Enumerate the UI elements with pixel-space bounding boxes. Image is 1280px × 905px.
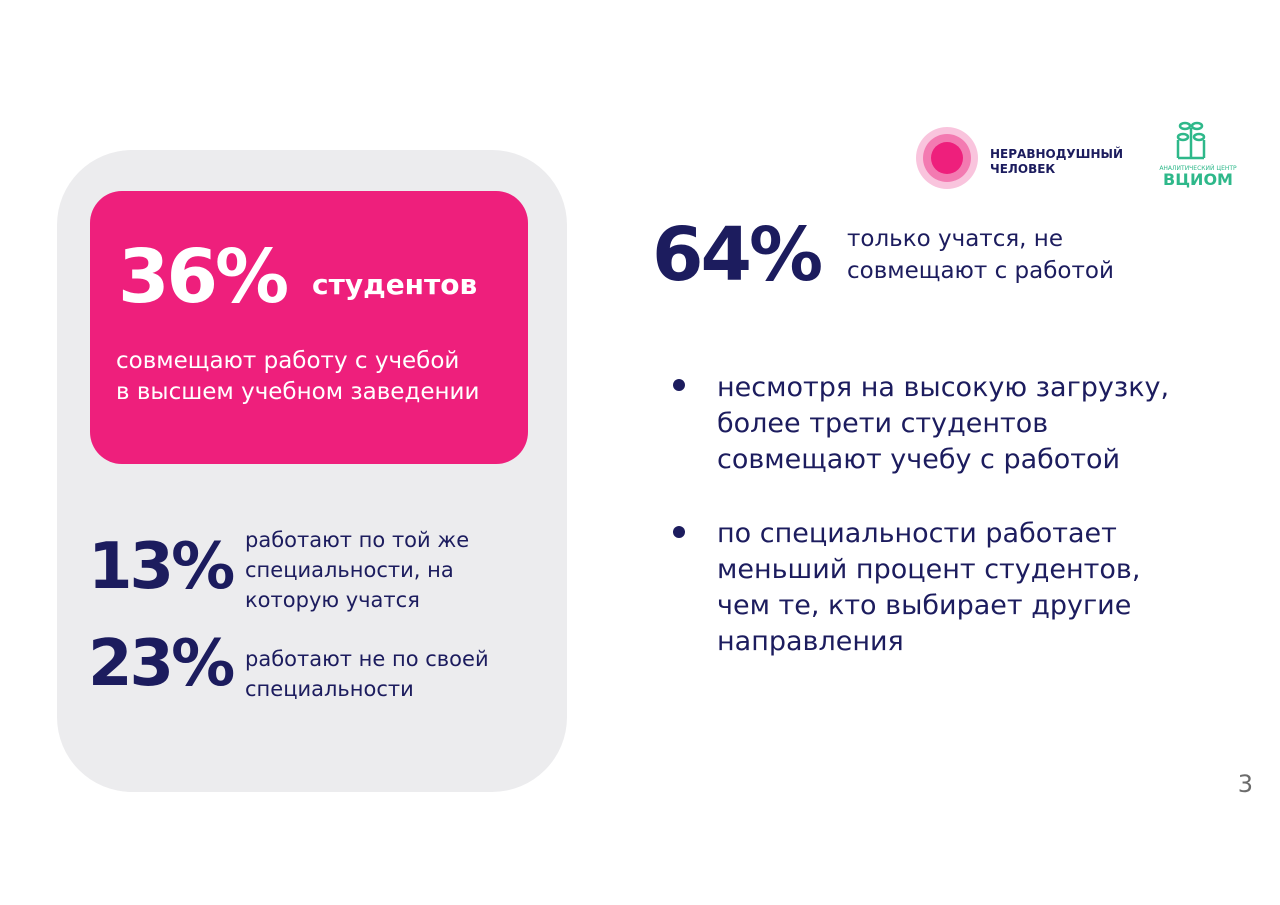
logo-leaf — [1178, 121, 1192, 131]
logo-leaf — [1192, 132, 1206, 142]
main-text-line: в высшем учебном заведении — [116, 379, 479, 405]
main-text-line: совмещают работу с учебой — [116, 348, 459, 374]
partner-logo: НЕРАВНОДУШНЫЙ ЧЕЛОВЕК — [916, 127, 1123, 189]
stat-text-line: работают по той же — [245, 528, 469, 552]
page-number: 3 — [1238, 770, 1253, 798]
bullet-dot — [673, 526, 685, 538]
bullet-text-line: несмотря на высокую загрузку, — [717, 372, 1169, 403]
headline-percent: 64% — [652, 212, 821, 298]
highlight-box — [90, 191, 528, 464]
stat-text-line: работают не по своей — [245, 647, 489, 671]
stat-percent: 13% — [88, 530, 234, 604]
vciom-logo: АНАЛИТИЧЕСКИЙ ЦЕНТР ВЦИОМ — [1159, 121, 1237, 189]
vciom-name: ВЦИОМ — [1163, 170, 1233, 189]
partner-name-line: НЕРАВНОДУШНЫЙ — [990, 146, 1123, 161]
main-percent: 36% — [118, 234, 287, 320]
stat-percent: 23% — [88, 627, 234, 701]
logo-leaf — [1176, 132, 1190, 142]
partner-name-line: ЧЕЛОВЕК — [990, 162, 1055, 176]
bullet-text-line: по специальности работает — [717, 518, 1117, 549]
vciom-caption: АНАЛИТИЧЕСКИЙ ЦЕНТР — [1159, 165, 1237, 172]
bullet-text-line: более трети студентов — [717, 408, 1048, 439]
bullet-text-line: меньший процент студентов, — [717, 554, 1140, 585]
bullet-text-line: чем те, кто выбирает другие — [717, 590, 1131, 621]
headline-text-line: совмещают с работой — [847, 258, 1114, 284]
logo-leaf — [1190, 121, 1204, 131]
bullet-dot — [673, 379, 685, 391]
bullet-text-line: направления — [717, 626, 904, 657]
logo-core — [931, 142, 963, 174]
main-label: студентов — [312, 268, 477, 301]
stat-text-line: которую учатся — [245, 588, 420, 612]
stat-text-line: специальности — [245, 677, 414, 701]
stat-text-line: специальности, на — [245, 558, 454, 582]
bullet-text-line: совмещают учебу с работой — [717, 444, 1120, 475]
headline-text-line: только учатся, не — [847, 226, 1063, 252]
